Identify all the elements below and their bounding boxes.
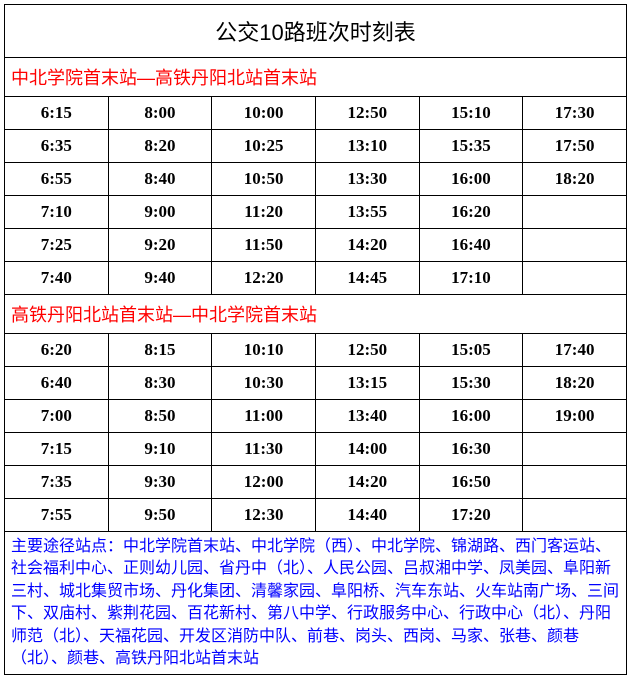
time-cell: 14:45 <box>315 262 419 295</box>
time-cell: 12:00 <box>212 466 316 499</box>
direction-1-label: 中北学院首末站—高铁丹阳北站首末站 <box>5 58 627 97</box>
time-cell: 8:00 <box>108 97 212 130</box>
time-cell: 16:00 <box>419 400 523 433</box>
time-cell <box>523 262 627 295</box>
time-cell: 7:40 <box>5 262 109 295</box>
time-cell: 8:30 <box>108 367 212 400</box>
time-cell: 15:10 <box>419 97 523 130</box>
time-cell: 9:30 <box>108 466 212 499</box>
time-cell: 14:40 <box>315 499 419 532</box>
time-cell: 17:20 <box>419 499 523 532</box>
time-cell <box>523 433 627 466</box>
time-cell: 12:50 <box>315 97 419 130</box>
time-cell: 10:25 <box>212 130 316 163</box>
time-cell: 14:20 <box>315 229 419 262</box>
time-cell: 19:00 <box>523 400 627 433</box>
time-cell: 9:10 <box>108 433 212 466</box>
time-cell: 6:40 <box>5 367 109 400</box>
time-cell: 17:10 <box>419 262 523 295</box>
time-cell: 15:35 <box>419 130 523 163</box>
timetable-container: 公交10路班次时刻表中北学院首末站—高铁丹阳北站首末站6:158:0010:00… <box>0 0 631 679</box>
time-cell: 13:30 <box>315 163 419 196</box>
time-cell: 13:55 <box>315 196 419 229</box>
time-cell: 11:50 <box>212 229 316 262</box>
time-cell: 12:30 <box>212 499 316 532</box>
time-cell: 16:00 <box>419 163 523 196</box>
time-cell: 11:20 <box>212 196 316 229</box>
table-title: 公交10路班次时刻表 <box>5 5 627 58</box>
time-cell: 7:55 <box>5 499 109 532</box>
time-cell: 9:50 <box>108 499 212 532</box>
time-cell: 16:50 <box>419 466 523 499</box>
direction-2-label: 高铁丹阳北站首末站—中北学院首末站 <box>5 295 627 334</box>
time-cell: 11:00 <box>212 400 316 433</box>
time-cell: 15:30 <box>419 367 523 400</box>
time-cell: 12:20 <box>212 262 316 295</box>
time-cell: 7:25 <box>5 229 109 262</box>
time-cell: 6:20 <box>5 334 109 367</box>
time-cell: 14:20 <box>315 466 419 499</box>
time-cell: 8:50 <box>108 400 212 433</box>
time-cell: 7:35 <box>5 466 109 499</box>
time-cell: 12:50 <box>315 334 419 367</box>
time-cell <box>523 196 627 229</box>
time-cell: 10:10 <box>212 334 316 367</box>
time-cell: 8:40 <box>108 163 212 196</box>
time-cell: 6:15 <box>5 97 109 130</box>
time-cell: 10:50 <box>212 163 316 196</box>
time-cell: 13:15 <box>315 367 419 400</box>
time-cell: 15:05 <box>419 334 523 367</box>
time-cell: 8:15 <box>108 334 212 367</box>
time-cell: 14:00 <box>315 433 419 466</box>
time-cell: 16:40 <box>419 229 523 262</box>
time-cell: 17:30 <box>523 97 627 130</box>
time-cell: 17:50 <box>523 130 627 163</box>
time-cell: 7:15 <box>5 433 109 466</box>
time-cell: 9:40 <box>108 262 212 295</box>
time-cell: 6:55 <box>5 163 109 196</box>
time-cell: 13:40 <box>315 400 419 433</box>
stops-footer: 主要途径站点：中北学院首末站、中北学院（西）、中北学院、锦湖路、西门客运站、社会… <box>5 532 627 675</box>
time-cell: 10:30 <box>212 367 316 400</box>
time-cell: 18:20 <box>523 163 627 196</box>
time-cell: 13:10 <box>315 130 419 163</box>
time-cell: 8:20 <box>108 130 212 163</box>
time-cell <box>523 466 627 499</box>
time-cell: 18:20 <box>523 367 627 400</box>
time-cell: 11:30 <box>212 433 316 466</box>
time-cell <box>523 499 627 532</box>
time-cell: 16:20 <box>419 196 523 229</box>
timetable: 公交10路班次时刻表中北学院首末站—高铁丹阳北站首末站6:158:0010:00… <box>4 4 627 675</box>
time-cell <box>523 229 627 262</box>
time-cell: 7:00 <box>5 400 109 433</box>
time-cell: 7:10 <box>5 196 109 229</box>
time-cell: 17:40 <box>523 334 627 367</box>
time-cell: 16:30 <box>419 433 523 466</box>
time-cell: 6:35 <box>5 130 109 163</box>
time-cell: 10:00 <box>212 97 316 130</box>
time-cell: 9:20 <box>108 229 212 262</box>
time-cell: 9:00 <box>108 196 212 229</box>
